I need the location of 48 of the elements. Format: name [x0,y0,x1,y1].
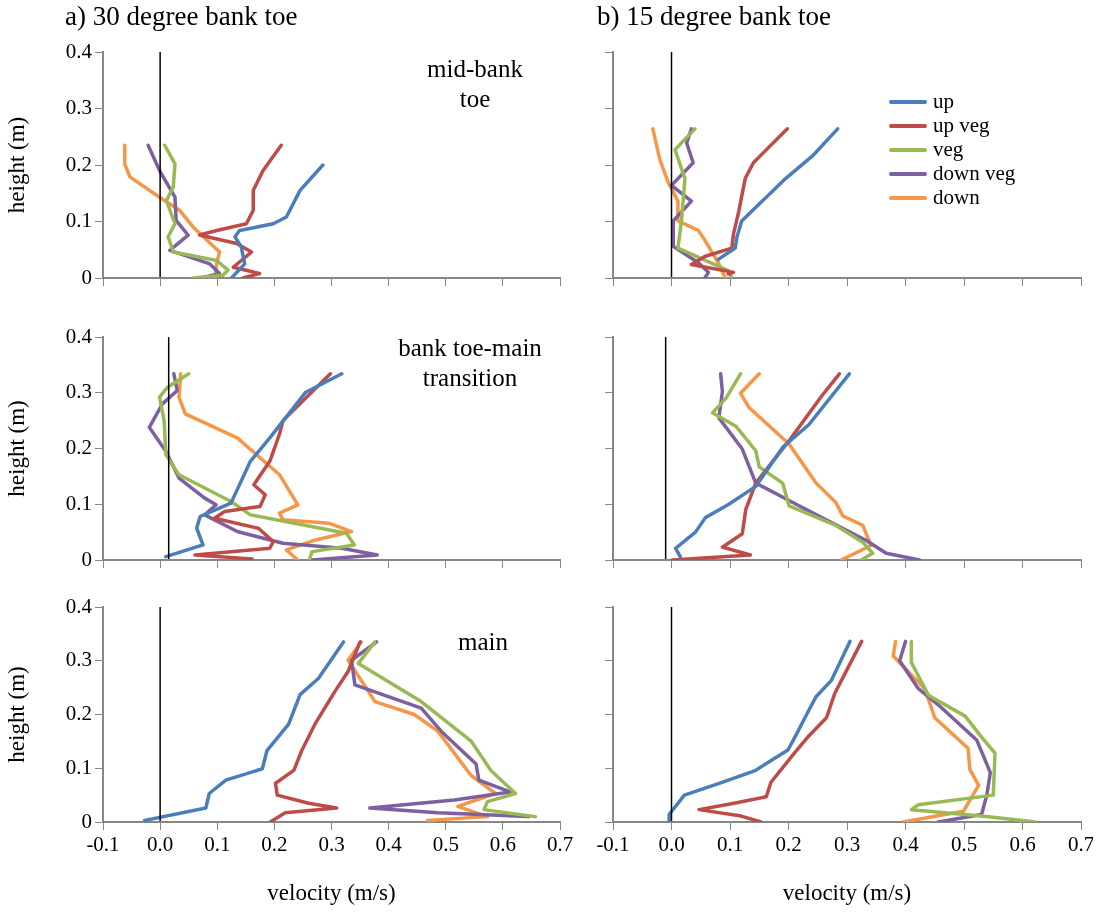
chart-title: b) 15 degree bank toe [597,1,831,32]
legend-label: down [933,184,981,209]
x-tick-label: 0.3 [833,832,861,857]
annotation: bank toe-main transition [398,333,543,391]
y-axis-title: height (m) [3,116,29,214]
x-axis-title: velocity (m/s) [267,880,396,906]
x-tick-label: 0.4 [892,832,920,857]
x-tick-label: 0.5 [950,832,978,857]
x-tick-label: 0.0 [147,832,174,857]
legend-label: up veg [933,112,991,137]
x-axis-title: velocity (m/s) [782,880,912,906]
x-tick-label: 0.4 [375,832,403,857]
x-tick-label: 0.6 [489,832,516,857]
x-tick-label: 0.7 [546,832,574,857]
legend-label: down veg [933,160,1016,185]
x-tick-label: 0.3 [318,832,345,857]
x-tick-label: 0.7 [1067,832,1095,857]
y-tick-label: 0.4 [65,38,93,63]
y-tick-label: 0.1 [65,208,92,233]
y-tick-label: 0.2 [65,701,92,726]
y-tick-label: 0.1 [65,490,92,515]
y-tick-label: 0.3 [65,379,92,404]
y-tick-label: 0 [81,546,92,571]
y-tick-label: 0.3 [65,95,92,120]
y-tick-label: 0.4 [65,323,93,348]
x-tick-label: -0.1 [596,832,630,857]
y-tick-label: 0.2 [65,151,92,176]
x-tick-label: 0.2 [775,832,802,857]
y-tick-label: 0.1 [65,754,92,779]
x-tick-label: 0.2 [261,832,288,857]
y-axis-title: height (m) [3,666,29,763]
x-tick-label: 0.0 [658,832,685,857]
y-tick-label: 0.4 [65,593,93,618]
chart-title: a) 30 degree bank toe [65,1,298,32]
y-tick-label: 0 [81,808,92,833]
x-tick-label: 0.6 [1009,832,1036,857]
y-tick-label: 0.3 [65,647,92,672]
legend-label: up [933,88,954,113]
x-tick-label: 0.5 [432,832,459,857]
y-tick-label: 0 [81,264,92,289]
legend-label: veg [933,136,964,161]
x-tick-label: 0.1 [204,832,231,857]
x-tick-label: 0.1 [716,832,744,857]
y-tick-label: 0.2 [65,435,92,460]
x-tick-label: -0.1 [86,832,120,857]
y-axis-title: height (m) [3,400,29,497]
annotation: main [458,627,509,655]
annotation: mid-bank toe [427,54,524,112]
